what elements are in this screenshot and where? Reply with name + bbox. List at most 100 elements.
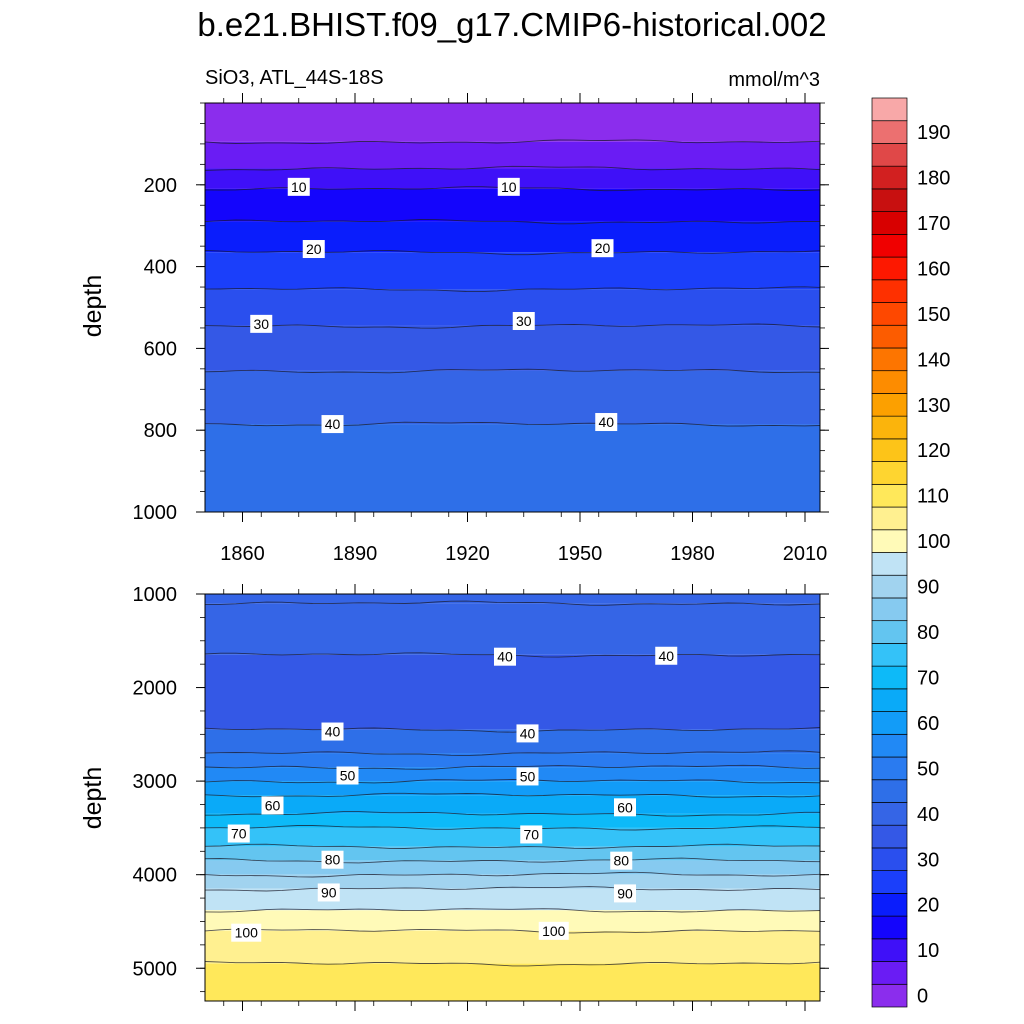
colorbar-swatch xyxy=(871,188,908,212)
contour-band xyxy=(205,654,820,730)
contour-band xyxy=(205,424,820,512)
colorbar-label: 30 xyxy=(917,849,939,871)
contour-line xyxy=(204,792,821,798)
colorbar-swatch xyxy=(871,324,908,349)
contour-band xyxy=(205,141,820,169)
contour-label: 50 xyxy=(520,768,536,784)
colorbar-label: 130 xyxy=(917,395,950,417)
contour-label-bg xyxy=(595,413,618,432)
colorbar-swatch xyxy=(871,165,908,190)
colorbar-swatch xyxy=(871,483,908,508)
y-axis-label-upper: depth xyxy=(79,275,107,338)
contour-line xyxy=(204,779,821,784)
contour-label: 30 xyxy=(253,316,269,332)
contour-band xyxy=(205,930,820,964)
colorbar-swatch xyxy=(871,393,908,417)
contour-label: 70 xyxy=(523,826,539,842)
colorbar-label: 170 xyxy=(917,213,950,235)
contour-label-bg xyxy=(494,647,516,666)
contour-line xyxy=(204,727,821,733)
x-tick-label: 1980 xyxy=(670,543,715,565)
contour-label-bg xyxy=(336,766,359,785)
contour-band xyxy=(205,860,820,875)
contour-line xyxy=(204,323,821,329)
contour-band xyxy=(205,289,820,326)
contour-label: 60 xyxy=(265,797,281,813)
colorbar-label: 180 xyxy=(917,168,950,190)
contour-label-bg xyxy=(321,415,344,434)
contour-band xyxy=(205,753,820,768)
colorbar-label: 0 xyxy=(917,986,928,1008)
contour-line xyxy=(204,811,820,817)
x-tick-label: 1860 xyxy=(220,543,265,565)
y-tick-label: 1000 xyxy=(133,502,178,524)
colorbar-swatch xyxy=(871,461,908,485)
contour-label: 10 xyxy=(291,179,307,195)
colorbar-swatch xyxy=(871,370,908,394)
colorbar-swatch xyxy=(871,711,908,735)
y-tick-label: 600 xyxy=(144,338,177,360)
contour-line xyxy=(204,165,821,171)
colorbar-label: 20 xyxy=(917,895,939,917)
contour-label: 40 xyxy=(325,416,341,432)
colorbar-swatch xyxy=(871,665,908,690)
colorbar-label: 160 xyxy=(917,258,950,280)
contour-label: 10 xyxy=(501,179,517,195)
contour-band xyxy=(205,103,820,142)
colorbar-swatch xyxy=(871,211,908,235)
contour-band xyxy=(205,910,820,931)
contour-band xyxy=(205,729,820,754)
colorbar-label: 70 xyxy=(917,667,939,689)
contour-label-bg xyxy=(287,177,310,196)
contour-label: 100 xyxy=(235,925,259,941)
contour-label-bg xyxy=(520,825,543,844)
contour-band xyxy=(205,325,820,371)
colorbar-label: 140 xyxy=(917,349,950,371)
colorbar-swatch xyxy=(871,802,908,826)
contour-line xyxy=(204,421,821,427)
contour-label-bg xyxy=(321,722,344,741)
contour-line xyxy=(204,764,821,770)
contour-label: 90 xyxy=(617,885,633,901)
contour-label-bg xyxy=(231,923,262,942)
colorbar-swatch xyxy=(871,961,908,985)
colorbar-swatch xyxy=(871,347,908,372)
colorbar-swatch xyxy=(871,688,908,712)
colorbar-swatch xyxy=(871,870,908,894)
y-axis-label-deep: depth xyxy=(79,767,107,830)
y-tick-label: 1000 xyxy=(133,584,178,606)
y-tick-label: 800 xyxy=(144,420,177,442)
contour-line xyxy=(204,368,821,374)
contour-band xyxy=(205,888,820,911)
contour-line xyxy=(204,886,821,892)
contour-label: 30 xyxy=(516,313,532,329)
contour-label-bg xyxy=(227,824,250,843)
contour-label: 80 xyxy=(325,852,341,868)
contour-label-bg xyxy=(321,850,344,869)
colorbar-label: 40 xyxy=(917,804,939,826)
contour-band xyxy=(205,767,820,782)
colorbar-swatch xyxy=(871,438,908,462)
colorbar-label: 60 xyxy=(917,713,939,735)
contour-line xyxy=(204,857,821,864)
x-tick-label: 1950 xyxy=(558,543,603,565)
colorbar-swatch xyxy=(871,256,908,281)
colorbar-swatch xyxy=(871,620,908,644)
colorbar-swatch xyxy=(871,824,908,849)
contour-label-bg xyxy=(250,314,273,333)
contour-line xyxy=(204,908,821,913)
colorbar-swatch xyxy=(871,847,908,871)
colorbar-swatch xyxy=(871,779,908,803)
contour-line xyxy=(204,750,821,757)
colorbar-swatch xyxy=(871,643,908,667)
colorbar-label: 10 xyxy=(917,940,939,962)
contour-label: 20 xyxy=(595,240,611,256)
colorbar-label: 150 xyxy=(917,304,950,326)
y-tick-label: 4000 xyxy=(133,865,178,887)
contour-line xyxy=(204,871,821,878)
colorbar-swatch xyxy=(871,302,908,326)
contour-band xyxy=(205,827,820,847)
colorbar-swatch xyxy=(871,143,908,167)
